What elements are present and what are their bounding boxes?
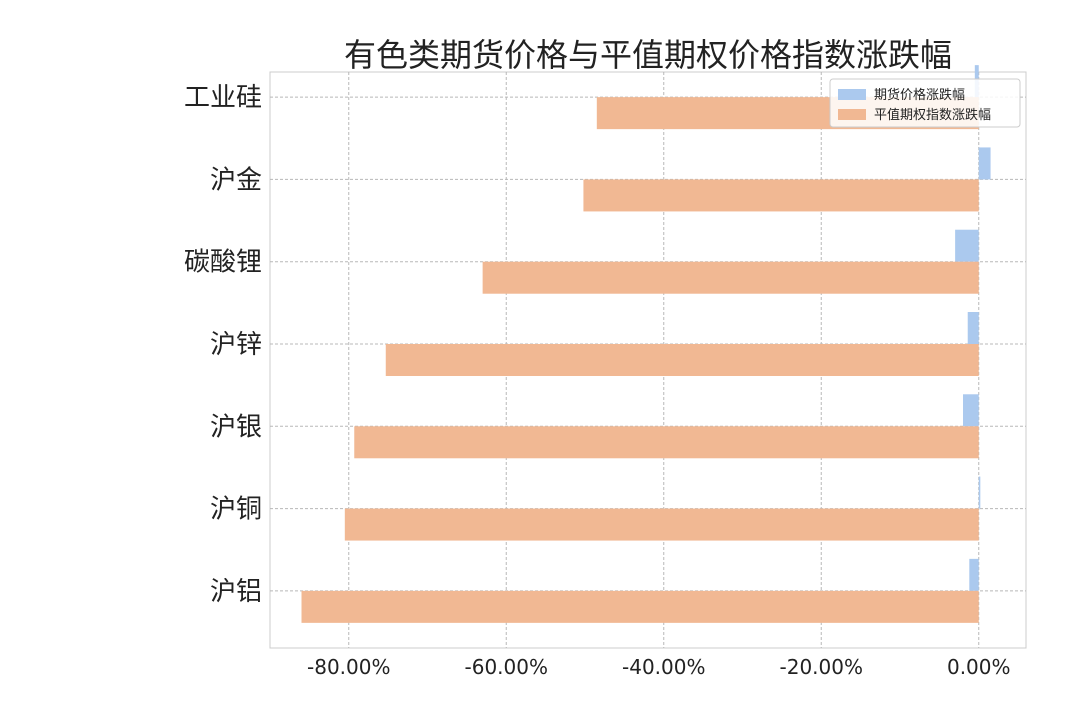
futures-bar xyxy=(978,147,991,180)
x-axis-ticks: -80.00% -60.00% -40.00% -20.00% 0.00% xyxy=(307,655,1011,679)
legend-swatch xyxy=(838,109,866,120)
legend-box xyxy=(829,78,1021,128)
option-index-bar xyxy=(385,344,979,376)
futures-bar xyxy=(955,229,979,262)
futures-bar xyxy=(967,312,979,344)
x-tick-label: -80.00% xyxy=(307,655,390,679)
option-index-bar xyxy=(354,426,979,459)
category-label: 沪金 xyxy=(210,165,262,195)
x-tick-label: -60.00% xyxy=(465,655,548,679)
option-index-bar xyxy=(583,179,979,212)
futures-bar xyxy=(963,394,979,427)
chart-title: 有色类期货价格与平值期权价格指数涨跌幅 xyxy=(344,36,952,74)
option-index-bar xyxy=(344,508,979,541)
legend-label: 期货价格涨跌幅 xyxy=(874,87,965,103)
futures-bar xyxy=(969,558,979,591)
legend-swatch xyxy=(838,89,866,100)
x-tick-label: -20.00% xyxy=(780,655,863,679)
futures-bar xyxy=(978,476,981,509)
option-index-bar xyxy=(482,261,979,294)
category-label: 沪银 xyxy=(210,412,262,442)
plot-border xyxy=(269,71,1027,649)
category-label: 沪铜 xyxy=(210,495,262,525)
category-label: 沪锌 xyxy=(210,330,262,360)
legend-label: 平值期权指数涨跌幅 xyxy=(874,107,991,123)
x-tick-label: 0.00% xyxy=(947,655,1011,679)
category-label: 碳酸锂 xyxy=(184,248,262,278)
category-label: 沪铝 xyxy=(210,577,262,607)
category-label: 工业硅 xyxy=(184,83,262,113)
x-tick-label: -40.00% xyxy=(622,655,705,679)
y-axis-categories: 沪铝 沪铜 沪银 沪锌 碳酸锂 沪金 工业硅 xyxy=(184,83,262,607)
option-index-bar xyxy=(301,590,979,623)
